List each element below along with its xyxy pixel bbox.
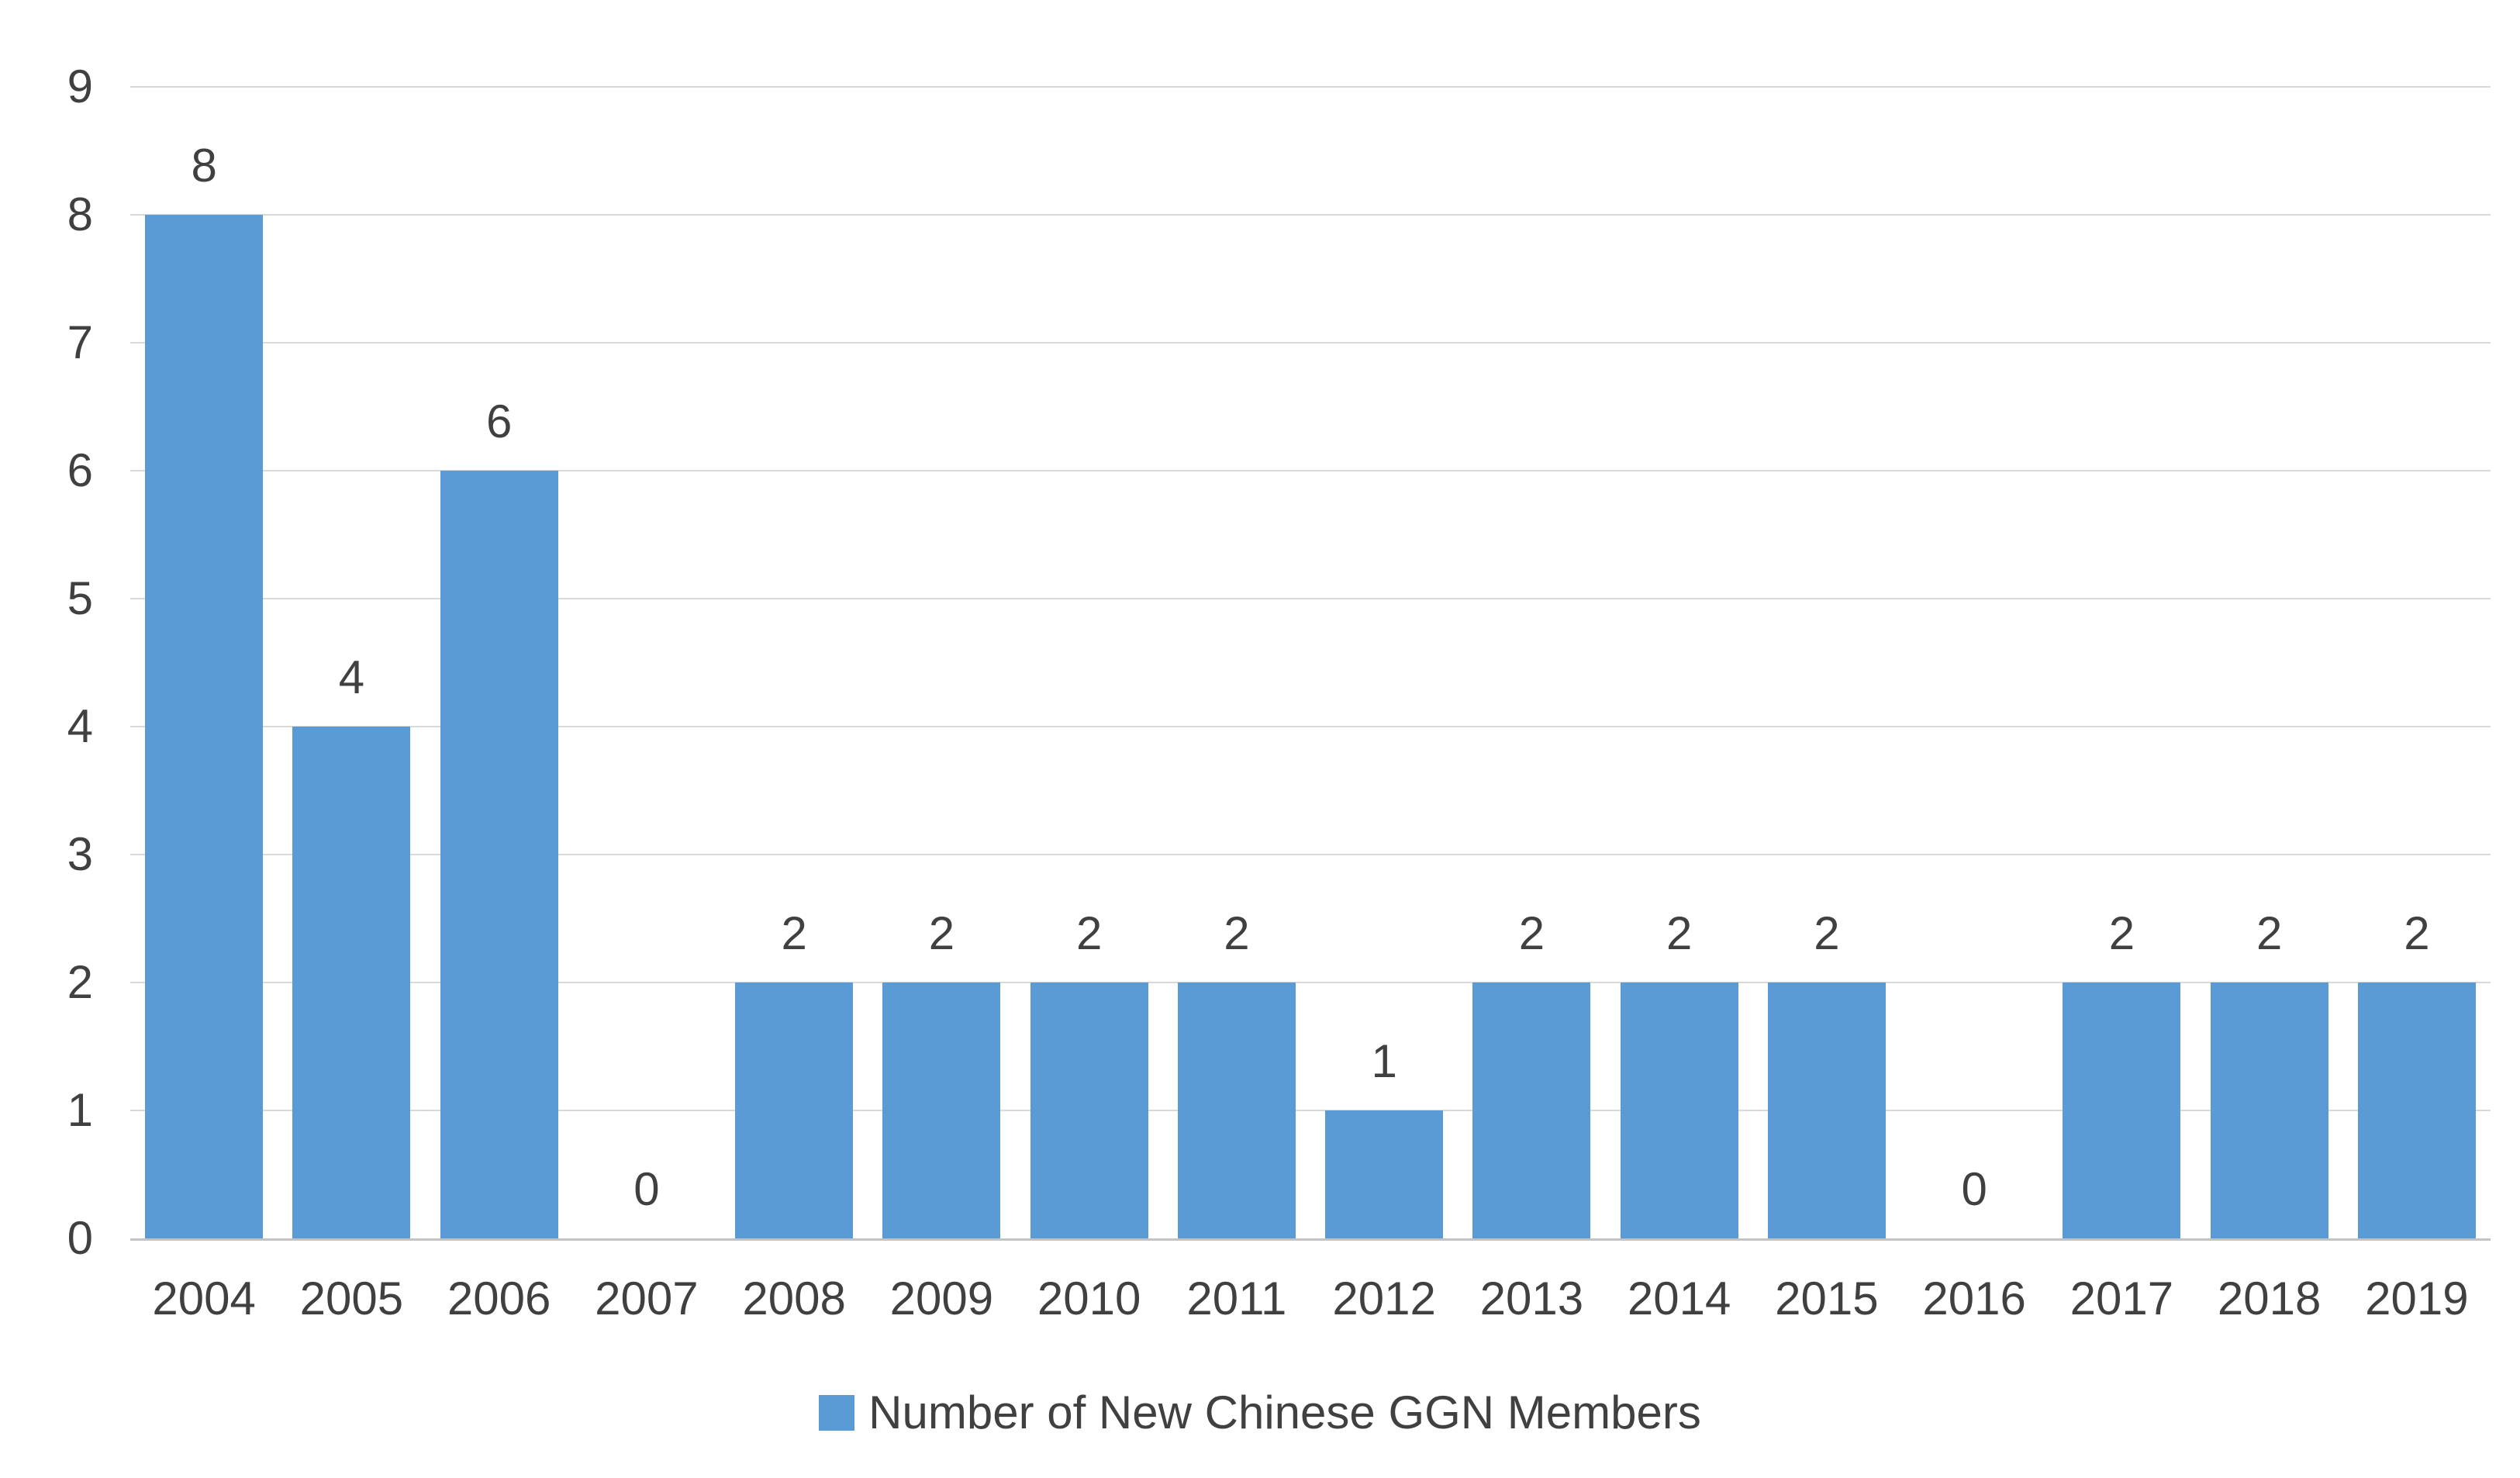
- y-axis-tick-label: 9: [67, 60, 93, 112]
- x-axis-category-label: 2011: [1186, 1273, 1287, 1324]
- gridline: [130, 1110, 2491, 1111]
- x-axis-category-label: 2010: [1037, 1273, 1141, 1324]
- y-axis-tick-label: 8: [67, 188, 93, 240]
- x-axis-category-label: 2019: [2365, 1273, 2469, 1324]
- y-axis-tick-label: 5: [67, 572, 93, 624]
- y-axis-tick-label: 2: [67, 956, 93, 1008]
- bar-value-label: 2: [1075, 907, 1103, 959]
- bar-value-label: 0: [1961, 1163, 1987, 1215]
- bar-value-label: 2: [1518, 907, 1545, 959]
- bar-value-label: 2: [1666, 907, 1693, 959]
- bar-2004: [145, 215, 264, 1238]
- bar-2018: [2210, 982, 2328, 1238]
- bar-value-label: 6: [485, 395, 513, 447]
- x-axis-category-label: 2004: [152, 1273, 256, 1324]
- x-axis-category-label: 2017: [2070, 1273, 2174, 1324]
- x-axis-category-label: 2018: [2217, 1273, 2322, 1324]
- bar-value-label: 2: [928, 907, 955, 959]
- x-axis-category-label: 2015: [1775, 1273, 1879, 1324]
- gridline: [130, 214, 2491, 216]
- bar-2017: [2063, 982, 2181, 1238]
- gridline: [130, 342, 2491, 344]
- bar-2005: [292, 727, 411, 1238]
- x-axis-category-label: 2006: [447, 1273, 551, 1324]
- y-axis-tick-label: 1: [67, 1084, 93, 1136]
- legend-color-swatch: [819, 1395, 855, 1431]
- x-axis-category-label: 2016: [1922, 1273, 2026, 1324]
- bar-value-label: 2: [1814, 907, 1840, 959]
- bar-value-label: 1: [1371, 1035, 1397, 1087]
- bar-2006: [440, 471, 558, 1238]
- x-axis-category-label: 2009: [889, 1273, 994, 1324]
- bar-value-label: 0: [633, 1163, 660, 1215]
- bar-2011: [1177, 982, 1296, 1238]
- legend: Number of New Chinese GGN Members: [0, 1382, 2520, 1444]
- gridline: [130, 854, 2491, 855]
- bar-value-label: 2: [1224, 907, 1250, 959]
- y-axis-tick-label: 3: [67, 828, 93, 880]
- x-axis-category-label: 2013: [1479, 1273, 1584, 1324]
- bar-2014: [1620, 982, 1738, 1238]
- x-axis-category-label: 2012: [1332, 1273, 1436, 1324]
- y-axis-tick-label: 0: [67, 1212, 93, 1264]
- bar-value-label: 4: [338, 651, 365, 703]
- gridline: [130, 726, 2491, 727]
- bar-value-label: 2: [2108, 907, 2135, 959]
- bar-value-label: 2: [781, 907, 807, 959]
- bar-2015: [1767, 982, 1886, 1238]
- bar-2009: [882, 982, 1001, 1238]
- x-axis-category-label: 2005: [299, 1273, 404, 1324]
- bar-2008: [735, 982, 854, 1238]
- gridline: [130, 470, 2491, 471]
- y-axis-tick-label: 6: [67, 444, 93, 496]
- bar-2012: [1325, 1110, 1444, 1238]
- gridline: [130, 86, 2491, 88]
- y-axis-tick-label: 7: [67, 316, 93, 368]
- bar-value-label: 2: [2404, 907, 2430, 959]
- bar-2010: [1030, 982, 1148, 1238]
- x-axis-line: [130, 1238, 2491, 1241]
- bar-2013: [1472, 982, 1591, 1238]
- legend-label: Number of New Chinese GGN Members: [868, 1386, 1701, 1438]
- x-axis-category-label: 2014: [1627, 1273, 1731, 1324]
- gridline: [130, 598, 2491, 599]
- x-axis-category-label: 2007: [595, 1273, 699, 1324]
- bar-2019: [2357, 982, 2476, 1238]
- gridline: [130, 982, 2491, 983]
- y-axis-tick-label: 4: [67, 700, 93, 752]
- bar-value-label: 2: [2256, 907, 2283, 959]
- bar-value-label: 8: [191, 140, 217, 192]
- x-axis-category-label: 2008: [742, 1273, 846, 1324]
